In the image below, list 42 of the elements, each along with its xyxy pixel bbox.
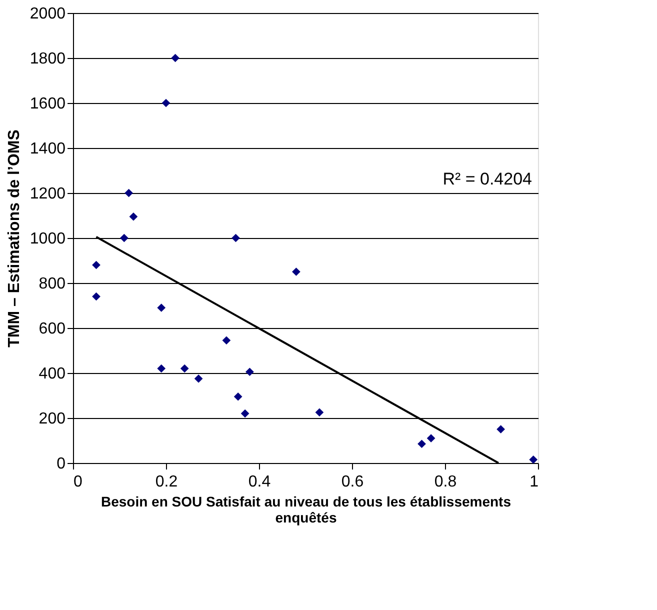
point [171, 54, 180, 62]
point [315, 408, 324, 417]
point [194, 374, 203, 383]
y-tick-label: 1400 [30, 140, 66, 158]
y-tick-label: 1200 [30, 186, 66, 202]
point [246, 368, 254, 376]
point [240, 409, 250, 418]
point [162, 98, 170, 108]
point [529, 455, 538, 464]
y-tick-label: 800 [38, 276, 66, 292]
point [292, 268, 300, 276]
x-tick-label: 0.4 [248, 474, 271, 490]
y-tick-label: 1600 [30, 96, 66, 112]
point [129, 212, 138, 221]
point [92, 260, 100, 270]
y-tick-label: 0 [56, 456, 66, 472]
y-tick-label: 200 [38, 410, 66, 428]
point [232, 234, 240, 242]
y-tick-label: 600 [38, 320, 66, 338]
point [234, 392, 242, 401]
point [92, 292, 100, 301]
point [157, 304, 166, 312]
y-tick-label: 400 [38, 366, 66, 382]
x-tick-label: 0.2 [155, 474, 178, 490]
y-tick-label: 2000 [30, 6, 66, 22]
y-tick-label: 1000 [30, 230, 66, 248]
y-axis-title: TMM – Estimations de l’OMS [6, 129, 23, 348]
point [426, 434, 436, 442]
annotation: R² = 0.4204 [442, 170, 532, 188]
point [222, 336, 231, 345]
x-tick-label: 0.8 [434, 474, 457, 490]
point [124, 188, 133, 198]
x-axis-title: Besoin en SOU Satisfait au niveau de tous les établissements enquêtés [100, 494, 512, 526]
y-tick-label: 1800 [30, 50, 66, 68]
point [120, 234, 128, 242]
point [180, 364, 189, 373]
x-tick-label: 1 [530, 474, 539, 490]
x-tick-label: 0 [74, 474, 82, 490]
point [157, 364, 166, 373]
point [418, 440, 426, 448]
point [496, 425, 505, 434]
x-tick-label: 0.6 [341, 474, 364, 490]
